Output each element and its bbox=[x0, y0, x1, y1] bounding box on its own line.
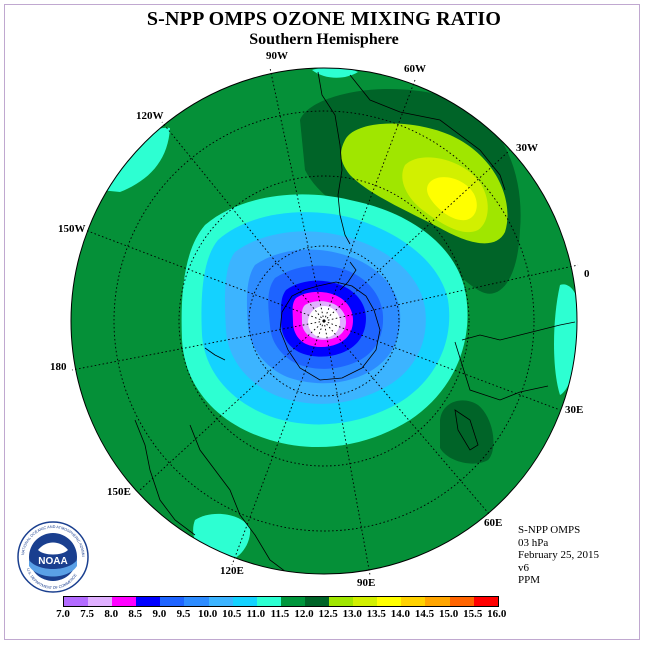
colorbar-tick-label: 15.0 bbox=[438, 608, 459, 620]
info-instrument: S-NPP OMPS bbox=[518, 524, 581, 536]
meridian-150w bbox=[84, 229, 325, 322]
colorbar-swatch-11.5 bbox=[280, 597, 305, 606]
colorbar-tick-label: 7.0 bbox=[56, 608, 70, 620]
product-info: S-NPP OMPS 03 hPa February 25, 2015 v6 P… bbox=[518, 524, 599, 587]
coastline-south-america-east bbox=[349, 74, 506, 191]
colorbar-swatch-14.0 bbox=[401, 597, 426, 606]
colorbar-tick-label: 13.0 bbox=[342, 608, 362, 620]
lon-label-180: 180 bbox=[50, 361, 67, 373]
colorbar-tick-label: 9.0 bbox=[152, 608, 167, 620]
colorbar-swatch-14.5 bbox=[425, 597, 450, 606]
lon-label-150w: 150W bbox=[58, 223, 86, 235]
colorbar-swatch-9.5 bbox=[184, 597, 209, 606]
latitude-ring-1 bbox=[248, 245, 400, 397]
colorbar-swatch-8.0 bbox=[112, 597, 137, 606]
colorbar-tick-label: 10.0 bbox=[197, 608, 218, 620]
colorbar-tick-label: 12.5 bbox=[318, 608, 338, 620]
colorbar-tick-label: 13.5 bbox=[366, 608, 386, 620]
colorbar-swatch-9.0 bbox=[160, 597, 185, 606]
info-date: February 25, 2015 bbox=[518, 549, 599, 562]
colorbar-tick-label: 8.5 bbox=[128, 608, 143, 620]
coastline-antarctica bbox=[279, 281, 381, 381]
info-level: 03 hPa bbox=[518, 536, 549, 549]
colorbar-swatch-8.5 bbox=[136, 597, 161, 606]
noaa-logo: NOAA NATIONAL OCEANIC AND ATMOSPHERIC AD… bbox=[16, 520, 89, 593]
colorbar-tick-label: 12.0 bbox=[294, 608, 314, 620]
coastline-west-australia bbox=[134, 419, 196, 536]
map-boundary bbox=[70, 67, 578, 575]
coastline-south-america bbox=[317, 71, 351, 245]
colorbar-tick-label: 11.5 bbox=[270, 608, 290, 620]
meridian-60e bbox=[323, 320, 491, 516]
chart-subtitle: Southern Hemisphere bbox=[249, 31, 399, 48]
coastline-madagascar bbox=[454, 409, 479, 451]
meridian-150e bbox=[139, 320, 325, 491]
contour-11.0-edge-north bbox=[312, 68, 358, 78]
coastline-antarctic-peninsula bbox=[339, 261, 357, 291]
graticule bbox=[71, 67, 579, 576]
colorbar-swatch-10.5 bbox=[232, 597, 257, 606]
colorbar-ticks: 7.0 7.5 8.0 8.5 9.0 9.5 10.0 10.5 11.0 11.5 12.0 12… bbox=[0, 608, 648, 622]
figure-frame bbox=[4, 4, 640, 640]
meridian-60w bbox=[323, 79, 416, 322]
info-version: v6 bbox=[518, 561, 529, 574]
coastline-africa bbox=[461, 321, 576, 341]
chart-title: S-NPP OMPS OZONE MIXING RATIO bbox=[146, 8, 502, 30]
colorbar-tick-label: 10.5 bbox=[222, 608, 242, 620]
noaa-logo-text: NOAA bbox=[38, 556, 67, 567]
meridian-0 bbox=[323, 264, 579, 322]
contour-12.0-12.5-south bbox=[440, 400, 494, 464]
lon-label-120e: 120E bbox=[220, 565, 244, 577]
colorbar-swatch-13.5 bbox=[377, 597, 402, 606]
latitude-ring-3 bbox=[113, 110, 535, 532]
lon-label-30e: 30E bbox=[565, 404, 584, 416]
colorbar-swatch-7.5 bbox=[88, 597, 113, 606]
lon-label-150e: 150E bbox=[107, 486, 131, 498]
meridian-120e bbox=[231, 320, 325, 566]
colorbar-tick-label: 15.5 bbox=[463, 608, 483, 620]
lon-label-60e: 60E bbox=[484, 517, 503, 529]
info-units: PPM bbox=[518, 574, 541, 587]
lon-label-30w: 30W bbox=[516, 142, 538, 154]
colorbar-tick-label: 14.5 bbox=[414, 608, 435, 620]
coastlines bbox=[134, 71, 576, 574]
lon-label-60w: 60W bbox=[404, 63, 426, 75]
meridian-180 bbox=[71, 320, 325, 371]
colorbar bbox=[63, 596, 499, 607]
latitude-ring-2 bbox=[178, 175, 470, 467]
coastline-new-zealand bbox=[204, 347, 226, 361]
colorbar-swatch-7.0 bbox=[64, 597, 89, 606]
coastline-africa-south bbox=[454, 341, 549, 401]
colorbar-swatch-13.0 bbox=[353, 597, 378, 606]
contour-11.0-edge-west bbox=[100, 127, 170, 192]
colorbar-swatch-15.5 bbox=[473, 597, 498, 606]
colorbar-swatch-10.0 bbox=[208, 597, 233, 606]
colorbar-swatch-11.0 bbox=[256, 597, 281, 606]
coastline-australia bbox=[189, 424, 310, 574]
colorbar-tick-label: 16.0 bbox=[487, 608, 507, 620]
meridian-120w bbox=[161, 121, 325, 322]
colorbar-swatch-12.0 bbox=[304, 597, 330, 606]
lon-label-90e: 90E bbox=[357, 577, 376, 589]
contour-13.5-14.0 bbox=[427, 177, 477, 221]
colorbar-tick-label: 9.5 bbox=[176, 608, 191, 620]
lon-label-120w: 120W bbox=[136, 110, 164, 122]
colorbar-tick-label: 14.0 bbox=[390, 608, 411, 620]
colorbar-tick-label: 11.0 bbox=[246, 608, 266, 620]
lon-label-90w: 90W bbox=[266, 50, 288, 62]
colorbar-tick-label: 8.0 bbox=[104, 608, 119, 620]
colorbar-tick-label: 7.5 bbox=[80, 608, 94, 620]
colorbar-swatch-15.0 bbox=[449, 597, 474, 606]
colorbar-swatch-12.5 bbox=[329, 597, 354, 606]
meridian-90e bbox=[323, 320, 371, 576]
lon-label-0: 0 bbox=[584, 268, 590, 280]
meridian-90w bbox=[269, 67, 325, 322]
